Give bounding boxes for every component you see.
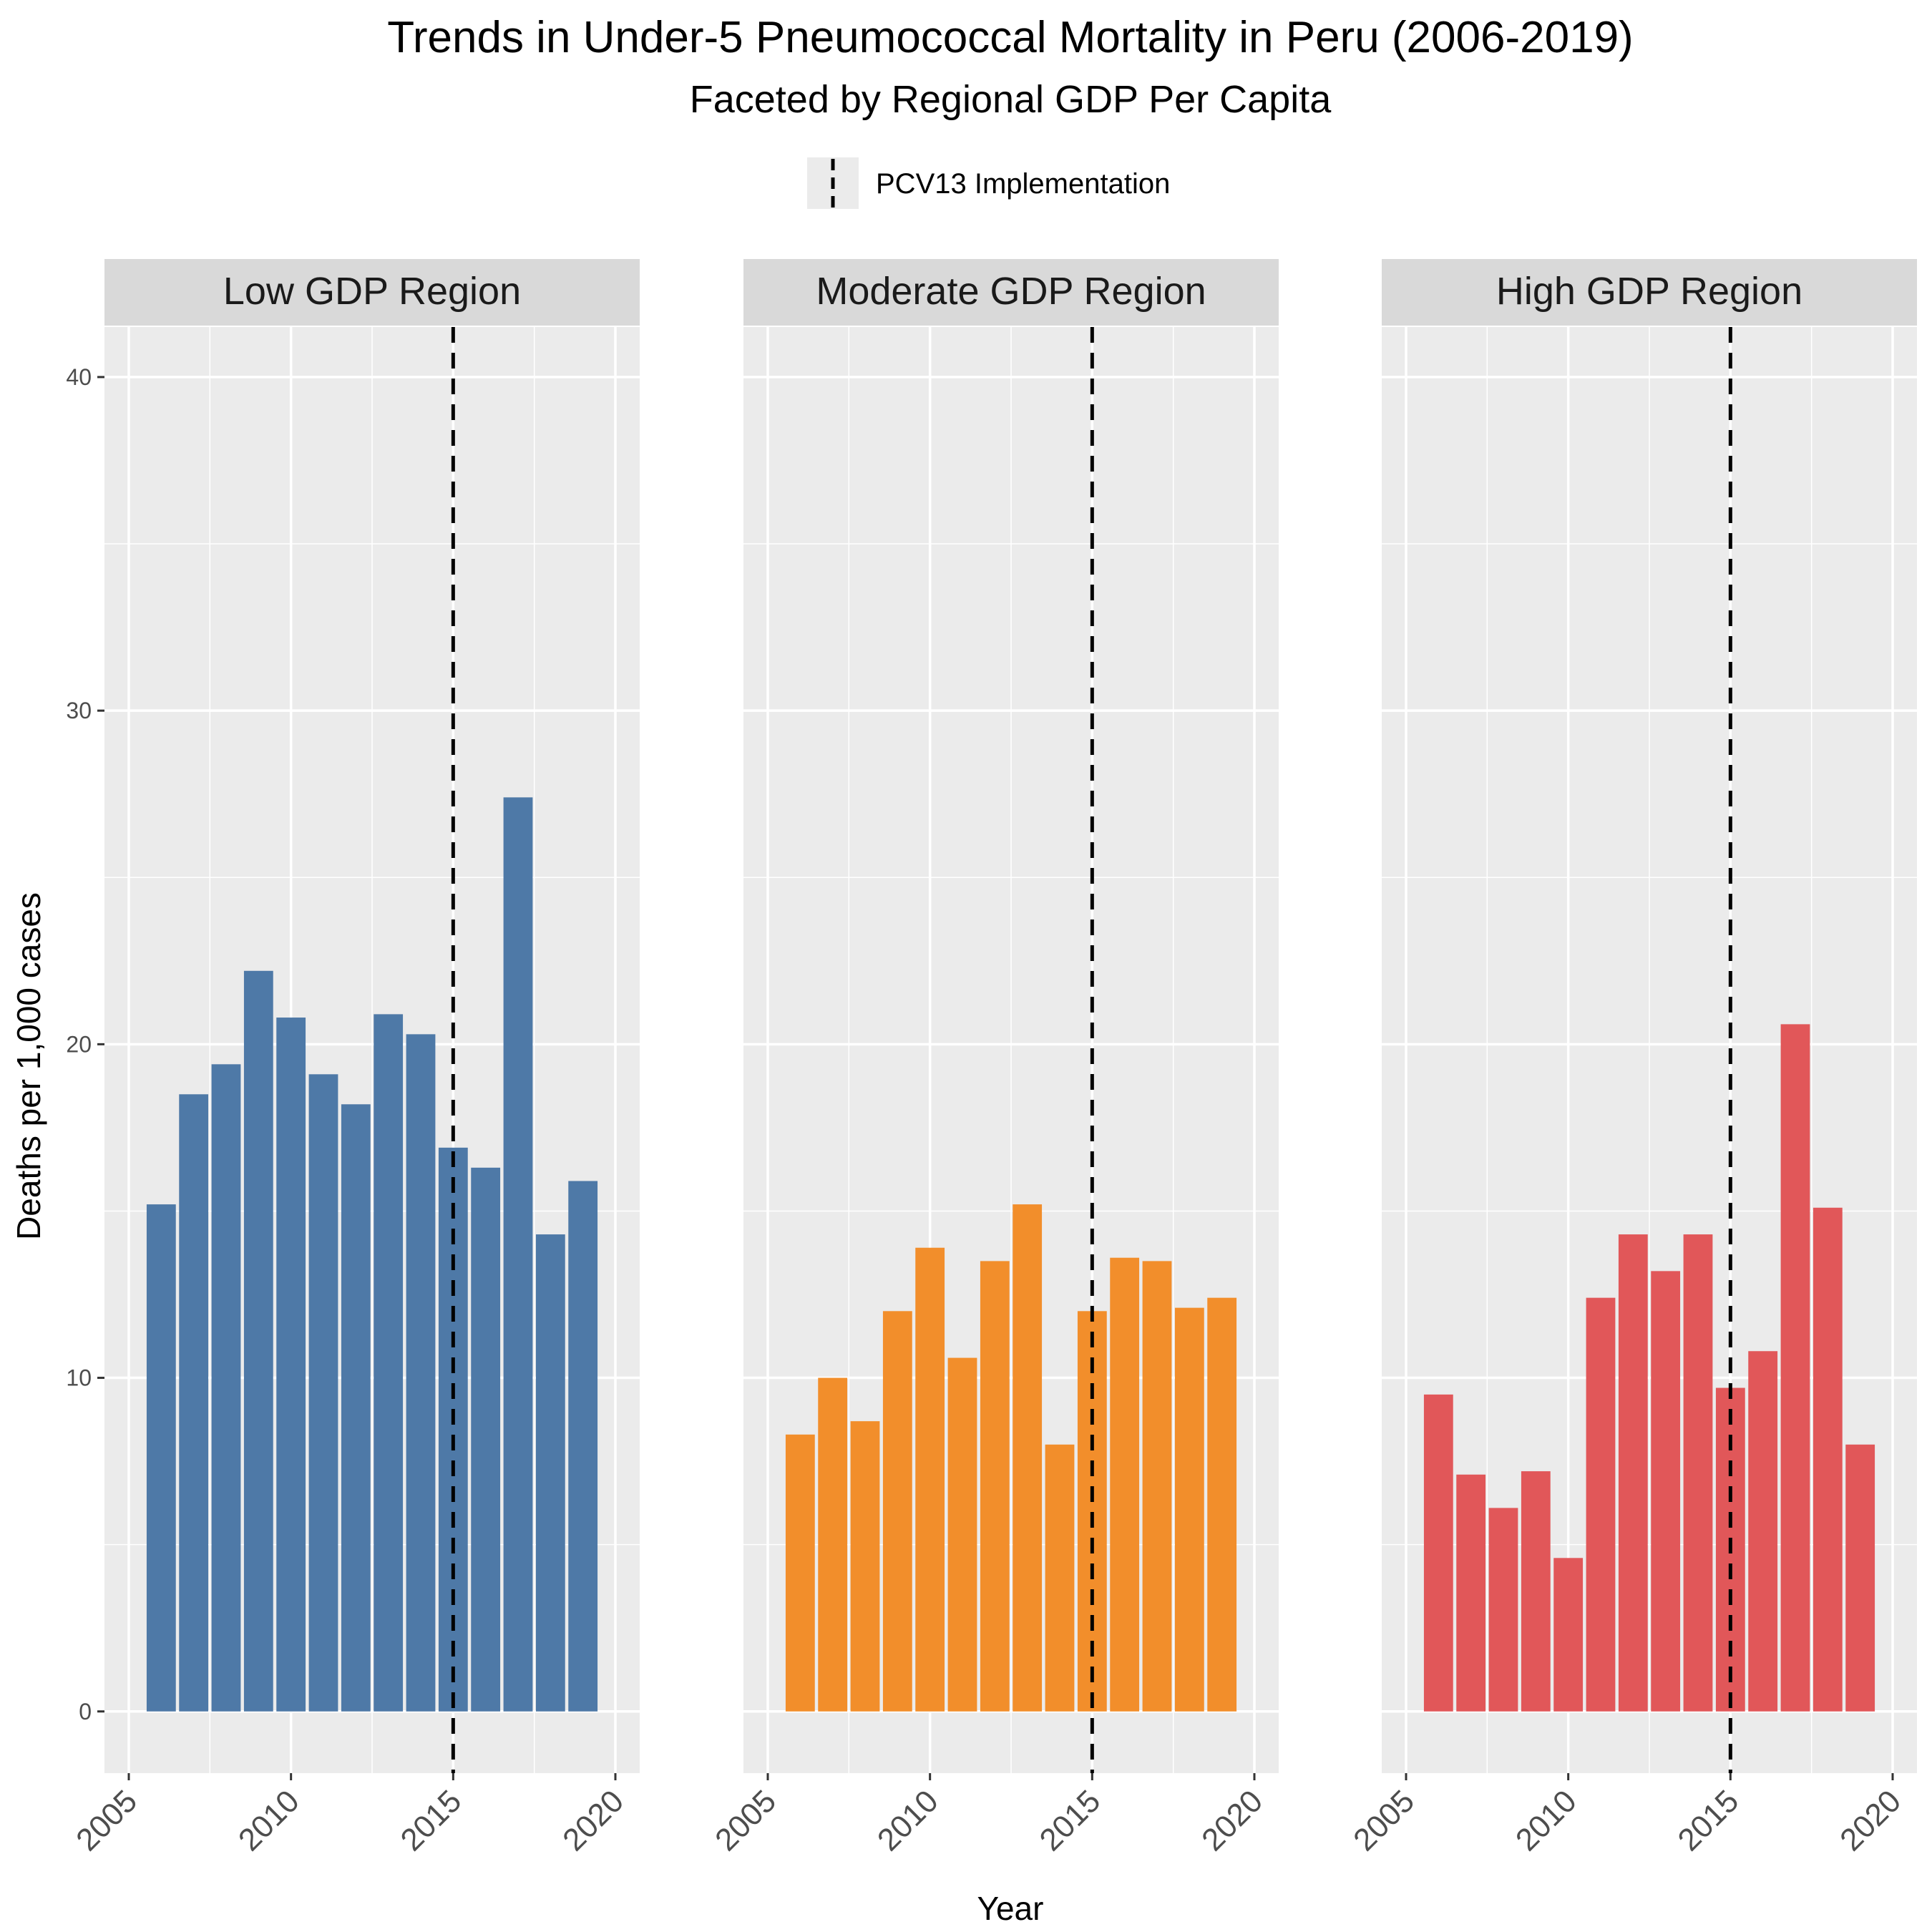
bar: [1521, 1471, 1551, 1712]
y-tick-label: 30: [66, 698, 92, 723]
bar: [1553, 1558, 1584, 1712]
bar: [850, 1421, 880, 1712]
bar: [1174, 1307, 1204, 1712]
bar: [1456, 1474, 1486, 1712]
facet-title: High GDP Region: [1496, 270, 1802, 313]
chart-subtitle: Faceted by Regional GDP Per Capita: [690, 78, 1332, 121]
bar: [1618, 1234, 1648, 1712]
y-tick-label: 20: [66, 1031, 92, 1057]
bar: [179, 1094, 209, 1712]
bar: [276, 1018, 306, 1712]
bar: [785, 1434, 815, 1712]
x-tick-label: 2020: [1833, 1783, 1908, 1858]
bar: [1683, 1234, 1713, 1712]
x-axis-title: Year: [977, 1890, 1044, 1927]
facet-strip: [743, 259, 1279, 326]
facet-strip: [1382, 259, 1917, 326]
bar: [341, 1104, 371, 1712]
x-tick-label: 2015: [394, 1783, 469, 1858]
bar: [1488, 1508, 1518, 1712]
bar: [503, 797, 533, 1712]
bar: [1651, 1271, 1681, 1712]
legend: PCV13 Implementation: [807, 157, 1170, 209]
bar: [1013, 1204, 1043, 1712]
x-tick-label: 2010: [1509, 1783, 1584, 1858]
y-tick-label: 40: [66, 364, 92, 390]
bar: [146, 1204, 176, 1712]
facet-panels: Low GDP Region 2005 2010 2015 2020 0 10 20 30 40 M…: [66, 259, 1917, 1858]
bar: [1142, 1261, 1172, 1712]
facet-title: Low GDP Region: [223, 270, 521, 313]
bar: [568, 1181, 598, 1712]
bar: [308, 1074, 338, 1712]
bar: [211, 1064, 241, 1712]
bar: [915, 1247, 945, 1712]
x-tick-label: 2005: [1347, 1783, 1421, 1858]
x-tick-label: 2020: [556, 1783, 630, 1858]
bar: [1586, 1297, 1616, 1712]
y-tick-label: 0: [79, 1699, 92, 1724]
y-tick-label: 10: [66, 1365, 92, 1391]
bar: [1813, 1207, 1843, 1712]
bar: [471, 1167, 501, 1712]
bar: [947, 1357, 977, 1712]
bar: [406, 1034, 436, 1712]
bar: [535, 1234, 565, 1712]
facet-panel: High GDP Region 2005 2010 2015 2020: [1347, 259, 1917, 1858]
bar: [1045, 1444, 1075, 1712]
facet-strip: [104, 259, 640, 326]
bar: [1423, 1394, 1453, 1712]
legend-label: PCV13 Implementation: [876, 168, 1170, 200]
bar: [818, 1377, 848, 1712]
facet-title: Moderate GDP Region: [816, 270, 1206, 313]
x-tick-label: 2005: [708, 1783, 783, 1858]
bar: [1780, 1024, 1810, 1712]
chart-title: Trends in Under-5 Pneumococcal Mortality…: [387, 13, 1633, 62]
bar: [980, 1261, 1010, 1712]
x-tick-label: 2005: [69, 1783, 144, 1858]
x-tick-label: 2010: [871, 1783, 945, 1858]
bar: [1748, 1351, 1778, 1712]
x-tick-label: 2015: [1033, 1783, 1108, 1858]
bar: [1845, 1444, 1875, 1712]
bar: [882, 1311, 912, 1712]
x-tick-label: 2015: [1672, 1783, 1746, 1858]
x-tick-label: 2020: [1195, 1783, 1269, 1858]
y-axis-title: Deaths per 1,000 cases: [10, 892, 47, 1240]
facet-panel: Low GDP Region 2005 2010 2015 2020 0 10 20 30 40: [66, 259, 640, 1858]
bar: [1207, 1297, 1237, 1712]
x-tick-label: 2010: [232, 1783, 306, 1858]
bar: [243, 970, 273, 1712]
bar: [374, 1014, 404, 1712]
bar: [1110, 1257, 1140, 1712]
facet-panel: Moderate GDP Region 2005 2010 2015 2020: [708, 259, 1279, 1858]
